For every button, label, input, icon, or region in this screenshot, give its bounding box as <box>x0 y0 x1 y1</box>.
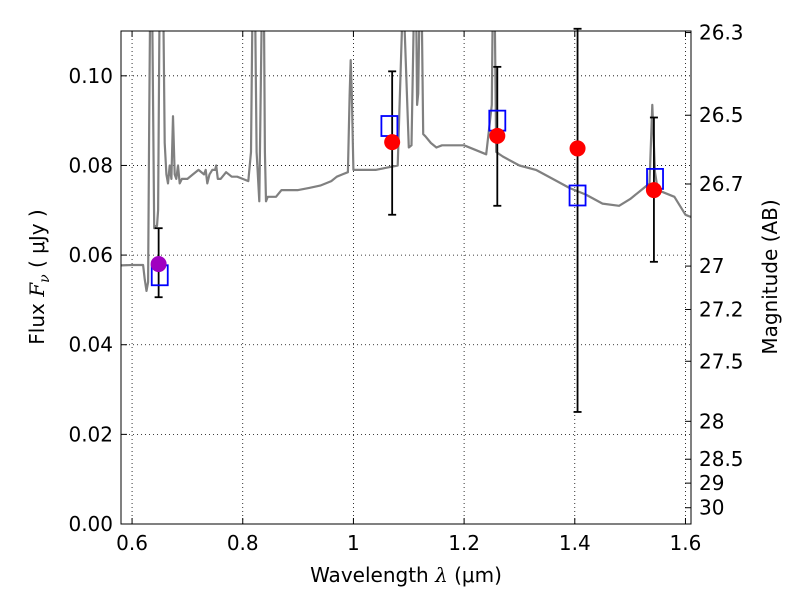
model-spectrum <box>121 31 691 292</box>
magnitude-tick-label: 27 <box>699 254 724 278</box>
magnitude-tick-label: 30 <box>699 496 724 520</box>
x-axis-label: Wavelength λ (μm) <box>310 563 502 587</box>
y-tick-label: 0.06 <box>68 243 113 267</box>
plot-frame <box>120 30 692 525</box>
y-tick-label: 0.02 <box>68 422 113 446</box>
y-tick-label: 0.08 <box>68 153 113 177</box>
x-tick-label: 0.8 <box>227 531 259 555</box>
magnitude-tick-label: 27.5 <box>699 349 744 373</box>
magnitude-tick-label: 27.2 <box>699 297 744 321</box>
observed-point <box>489 127 506 144</box>
model-box-marker <box>568 184 587 207</box>
x-axis-ticks: 0.6 0.8 1 1.2 1.4 1.6 <box>116 31 701 555</box>
observed-point <box>569 140 586 157</box>
x-tick-label: 1.4 <box>559 531 591 555</box>
observed-point <box>645 182 662 199</box>
model-spectrum-line <box>121 31 691 292</box>
observed-points <box>150 127 662 273</box>
y-axis-ticks: 0.00 0.02 0.04 0.06 0.08 0.10 <box>68 64 127 536</box>
x-tick-label: 1 <box>347 531 360 555</box>
observed-point <box>150 256 167 273</box>
y2-axis-label: Magnitude (AB) <box>758 199 782 354</box>
y-axis-label: Flux Fν ( μJy ) <box>25 209 53 344</box>
magnitude-tick-label: 26.5 <box>699 103 744 127</box>
x-tick-label: 1.2 <box>448 531 480 555</box>
magnitude-tick-label: 26.7 <box>699 172 744 196</box>
x-tick-label: 1.6 <box>670 531 702 555</box>
y-tick-label: 0.10 <box>68 64 113 88</box>
magnitude-tick-label: 26.3 <box>699 21 744 45</box>
y-tick-label: 0.00 <box>68 512 113 536</box>
observed-point <box>384 134 401 151</box>
magnitude-tick-label: 29 <box>699 471 724 495</box>
x-tick-label: 0.6 <box>116 531 148 555</box>
magnitude-tick-label: 28 <box>699 409 724 433</box>
magnitude-tick-label: 28.5 <box>699 447 744 471</box>
y-tick-label: 0.04 <box>68 333 113 357</box>
